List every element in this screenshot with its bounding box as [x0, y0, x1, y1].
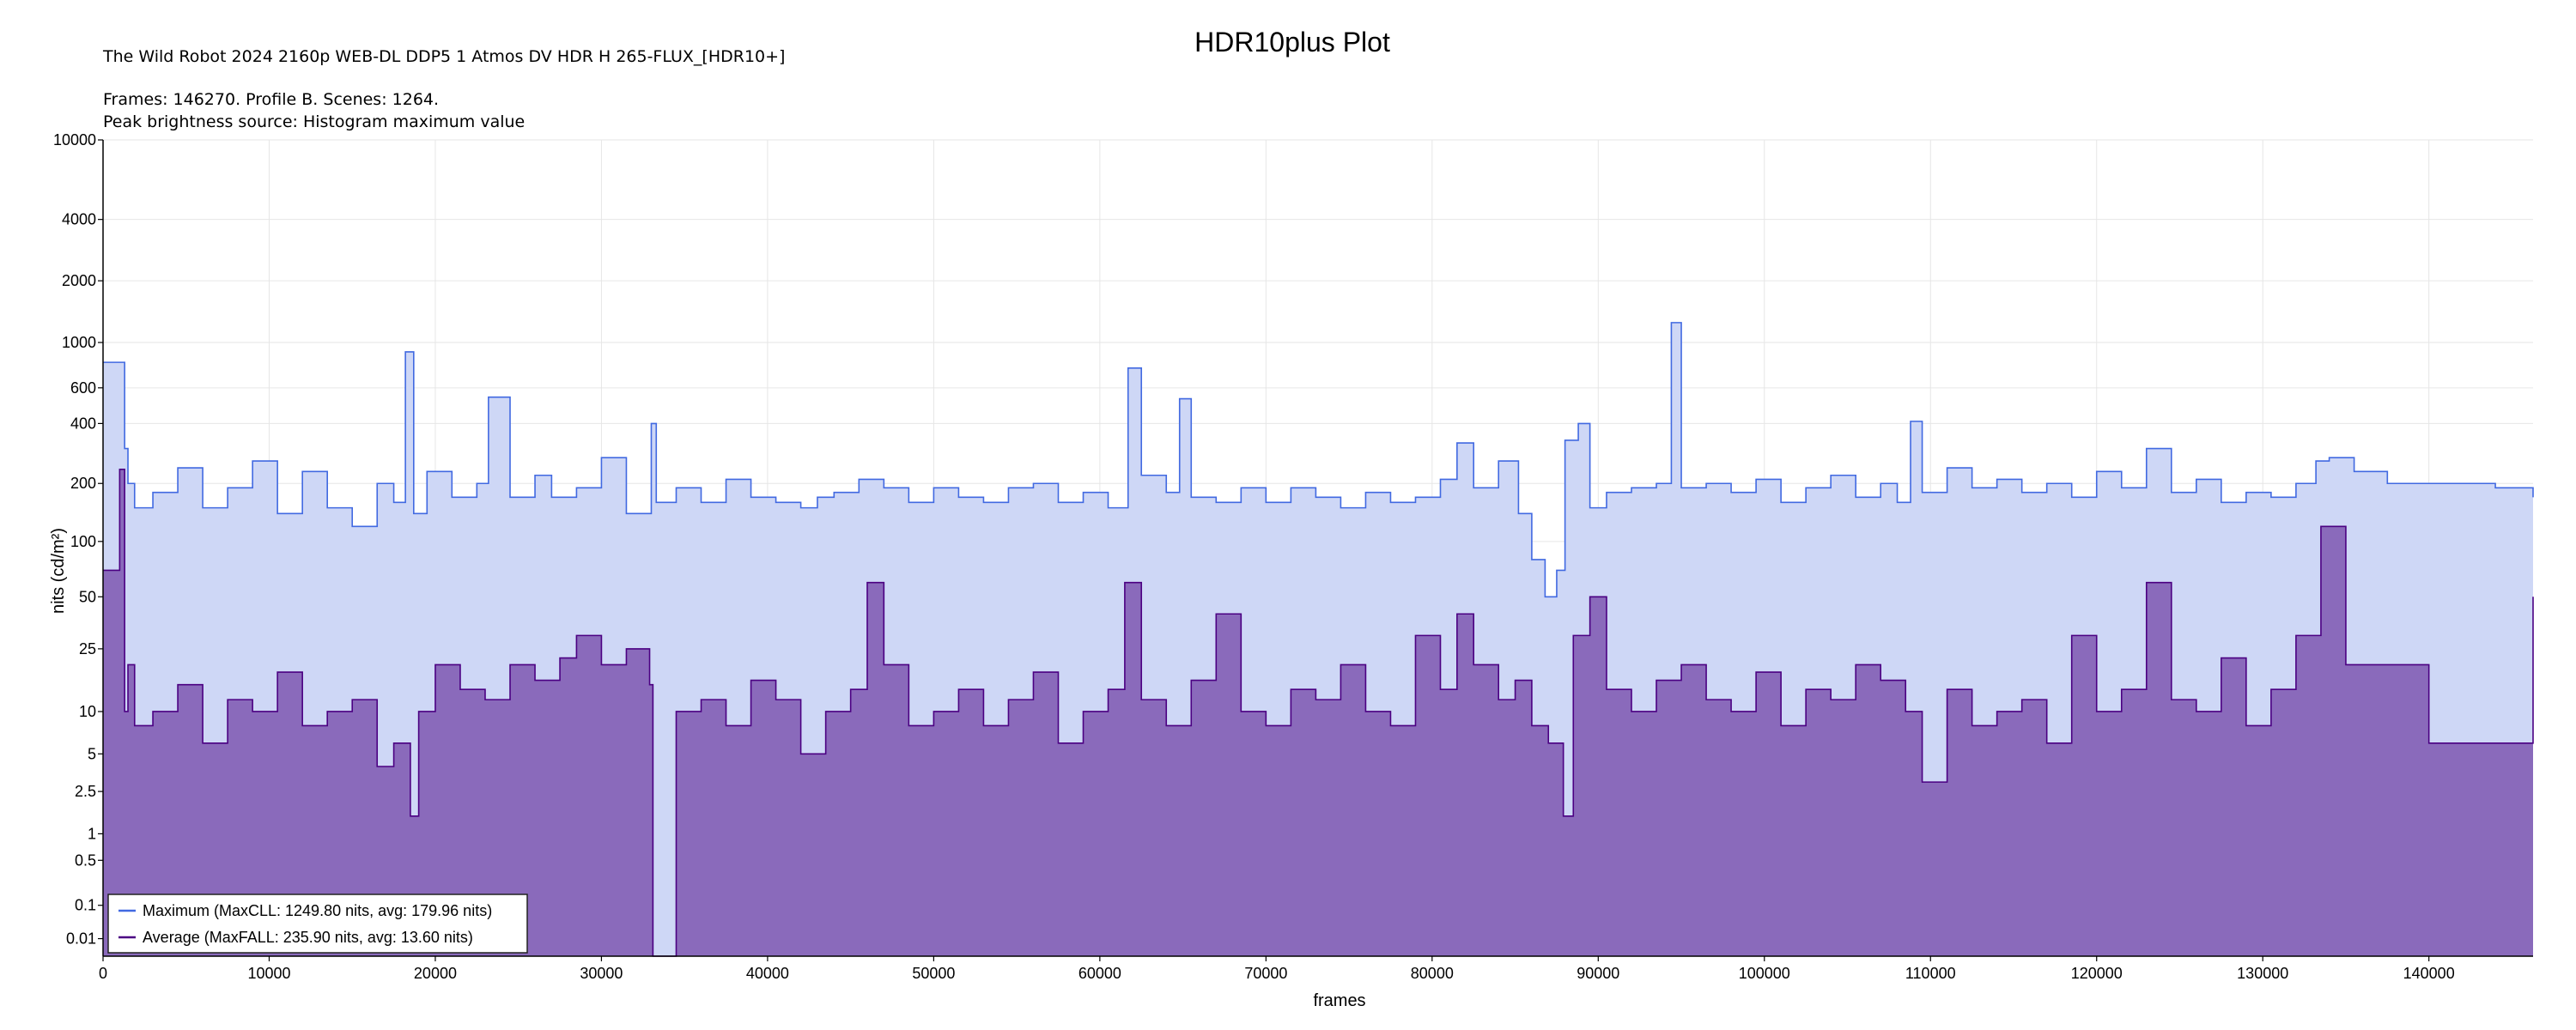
- y-axis-label: nits (cd/m²): [49, 528, 68, 614]
- legend: Maximum (MaxCLL: 1249.80 nits, avg: 179.…: [107, 894, 528, 954]
- average-area: [103, 469, 2533, 956]
- chart-subtitle: The Wild Robot 2024 2160p WEB-DL DDP5 1 …: [102, 47, 785, 66]
- x-tick-label: 90000: [1577, 965, 1619, 982]
- x-tick-label: 50000: [912, 965, 955, 982]
- y-tick-label: 100: [70, 533, 96, 550]
- legend-box: [107, 894, 528, 954]
- y-tick-label: 600: [70, 379, 96, 397]
- y-tick-label: 50: [79, 588, 96, 605]
- y-tick-label: 0.01: [66, 930, 96, 948]
- y-tick-label: 2000: [62, 272, 96, 289]
- y-tick-label: 1: [88, 825, 96, 842]
- x-tick-label: 0: [99, 965, 107, 982]
- x-tick-label: 70000: [1244, 965, 1287, 982]
- axes: [102, 140, 2533, 957]
- chart-title: HDR10plus Plot: [1194, 27, 1390, 58]
- x-tick-label: 140000: [2403, 965, 2455, 982]
- y-tick-label: 0.1: [75, 897, 96, 914]
- y-tick-label: 0.5: [75, 851, 96, 869]
- x-tick-label: 60000: [1078, 965, 1121, 982]
- y-tick-label: 200: [70, 475, 96, 492]
- y-tick-label: 10: [79, 703, 96, 720]
- x-tick-label: 100000: [1739, 965, 1790, 982]
- legend-label-average: Average (MaxFALL: 235.90 nits, avg: 13.6…: [143, 929, 473, 946]
- x-tick-label: 80000: [1411, 965, 1454, 982]
- x-axis-label: frames: [1313, 991, 1365, 1010]
- info-line-frames: Frames: 146270. Profile B. Scenes: 1264.: [103, 90, 439, 109]
- series-average: [103, 468, 2534, 957]
- legend-label-maximum: Maximum (MaxCLL: 1249.80 nits, avg: 179.…: [143, 902, 492, 919]
- x-tick-label: 20000: [414, 965, 457, 982]
- maximum-line: [103, 322, 2534, 598]
- y-tick-label: 5: [88, 745, 96, 762]
- y-tick-label: 4000: [62, 211, 96, 228]
- x-tick-label: 30000: [580, 965, 623, 982]
- y-tick-label: 400: [70, 415, 96, 432]
- x-tick-label: 110000: [1905, 965, 1956, 982]
- x-tick-label: 120000: [2071, 965, 2123, 982]
- y-tick-label: 2.5: [75, 783, 96, 800]
- y-tick-label: 25: [79, 640, 96, 657]
- info-line-peak-source: Peak brightness source: Histogram maximu…: [103, 112, 525, 131]
- y-tick-labels: 0.01 0.1 0.5 1 2.5 5 10 25 50 100 200 400 600 1000 200…: [53, 131, 103, 948]
- x-tick-label: 10000: [247, 965, 290, 982]
- x-tick-label: 40000: [746, 965, 789, 982]
- y-tick-label: 1000: [62, 334, 96, 351]
- x-tick-labels: 0 10000 20000 30000 40000 50000 60000 70000 8000…: [99, 956, 2455, 982]
- y-tick-label: 10000: [53, 131, 96, 148]
- average-line: [103, 468, 2534, 957]
- x-tick-label: 130000: [2237, 965, 2288, 982]
